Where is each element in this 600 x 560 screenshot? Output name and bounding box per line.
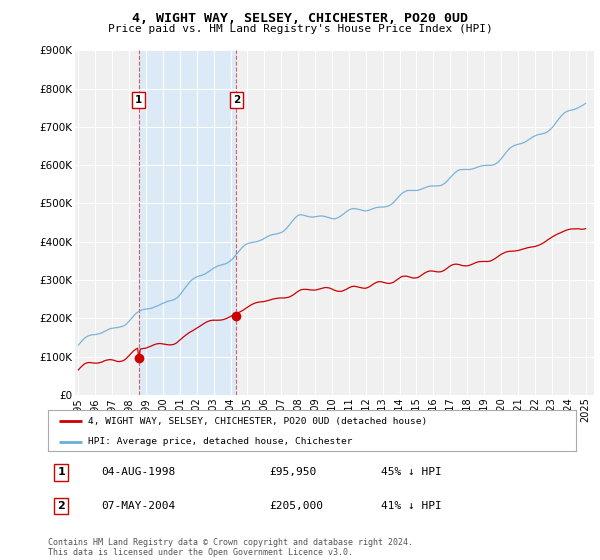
Text: HPI: Average price, detached house, Chichester: HPI: Average price, detached house, Chic… (88, 437, 352, 446)
Text: 4, WIGHT WAY, SELSEY, CHICHESTER, PO20 0UD: 4, WIGHT WAY, SELSEY, CHICHESTER, PO20 0… (132, 12, 468, 25)
Bar (139, 50, 236, 395)
Text: 45% ↓ HPI: 45% ↓ HPI (380, 468, 442, 478)
Text: £205,000: £205,000 (270, 501, 324, 511)
Text: £95,950: £95,950 (270, 468, 317, 478)
Text: 1: 1 (58, 468, 65, 478)
Text: 1: 1 (135, 95, 143, 105)
Text: Contains HM Land Registry data © Crown copyright and database right 2024.
This d: Contains HM Land Registry data © Crown c… (48, 538, 413, 557)
Text: Price paid vs. HM Land Registry's House Price Index (HPI): Price paid vs. HM Land Registry's House … (107, 24, 493, 34)
Text: 2: 2 (58, 501, 65, 511)
Text: 4, WIGHT WAY, SELSEY, CHICHESTER, PO20 0UD (detached house): 4, WIGHT WAY, SELSEY, CHICHESTER, PO20 0… (88, 417, 427, 426)
Text: 04-AUG-1998: 04-AUG-1998 (101, 468, 175, 478)
Text: 41% ↓ HPI: 41% ↓ HPI (380, 501, 442, 511)
Text: 07-MAY-2004: 07-MAY-2004 (101, 501, 175, 511)
Text: 2: 2 (233, 95, 240, 105)
